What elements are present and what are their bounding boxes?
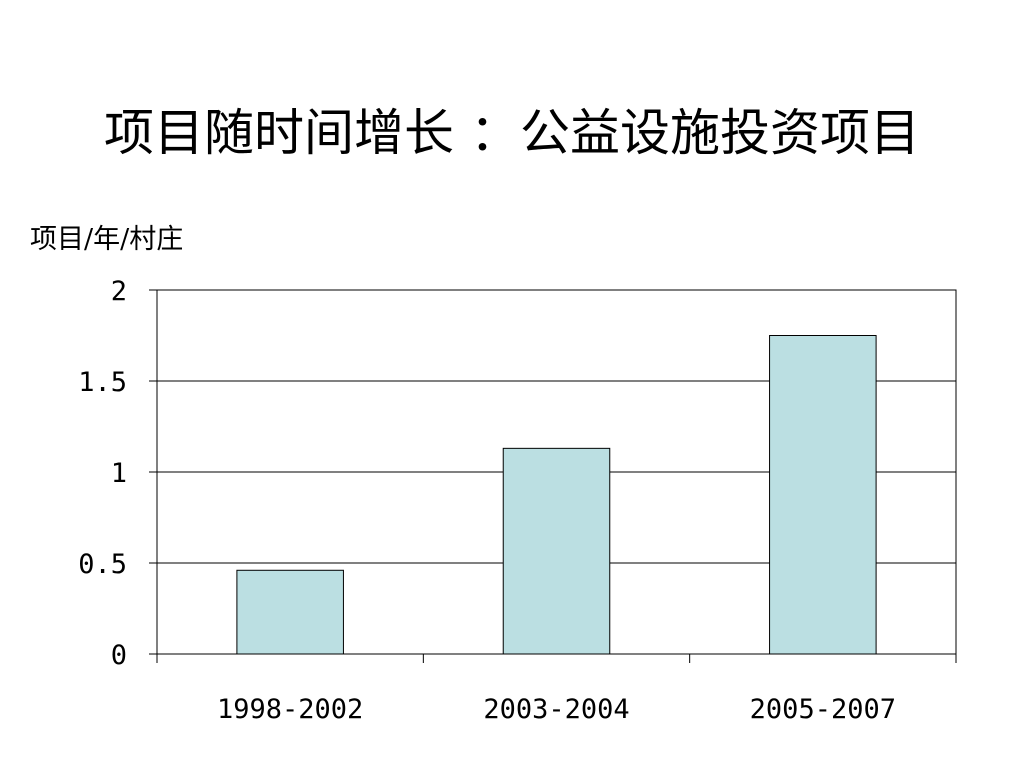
- slide-title: 项目随时间增长 ：公益设施投资项目: [104, 104, 920, 162]
- bar: [769, 335, 877, 655]
- y-tick-label: 1.5: [78, 367, 127, 398]
- y-axis-unit-label: 项目/年/村庄: [30, 224, 184, 255]
- bar: [502, 447, 611, 655]
- y-tick-label: 0: [111, 640, 127, 671]
- bar: [236, 569, 344, 655]
- x-tick-label: 2005-2007: [750, 694, 896, 725]
- x-tick-label: 1998-2002: [217, 694, 363, 725]
- y-tick-label: 1: [111, 458, 127, 489]
- x-tick-label: 2003-2004: [483, 694, 629, 725]
- y-tick-label: 0.5: [78, 549, 127, 580]
- y-tick-label: 2: [111, 276, 127, 307]
